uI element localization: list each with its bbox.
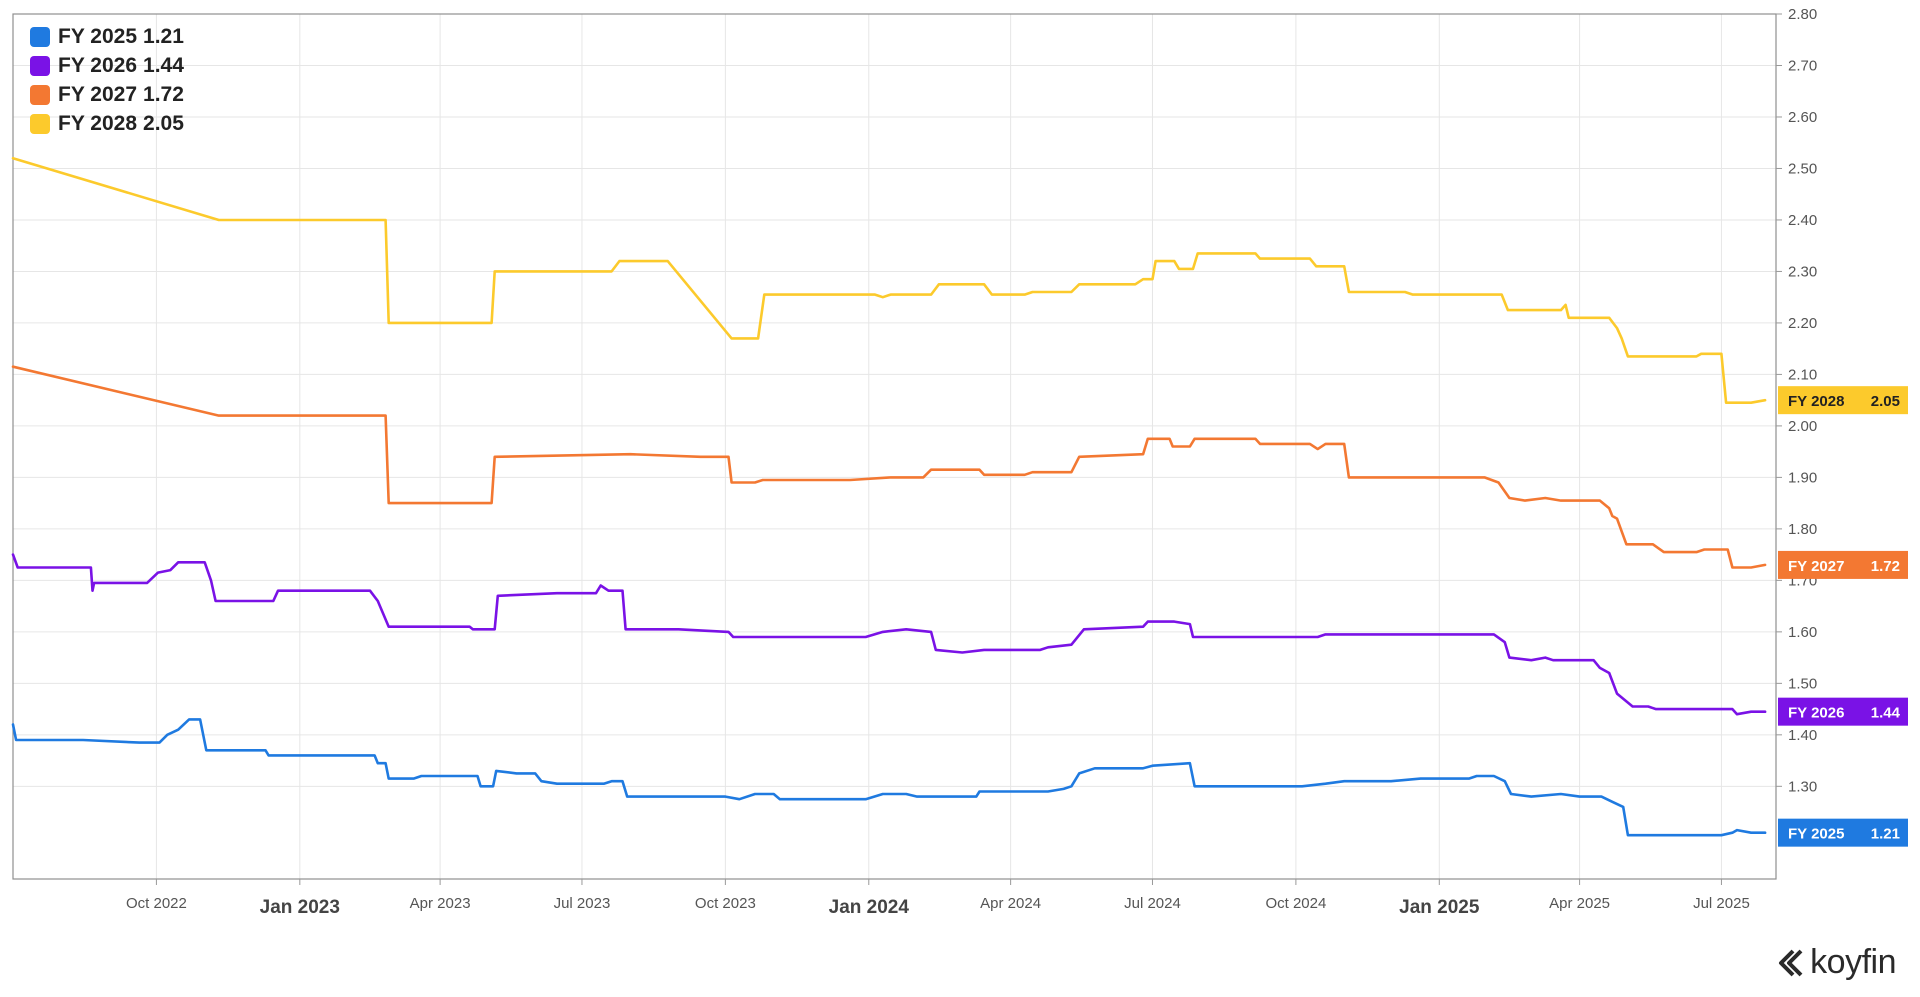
x-tick-label: Jan 2023 xyxy=(260,897,340,918)
y-tick-label: 2.50 xyxy=(1788,160,1817,177)
last-value-tag-bg xyxy=(1778,697,1908,726)
x-tick-label: Jul 2024 xyxy=(1124,895,1181,912)
last-value-tag-value: 1.21 xyxy=(1871,826,1900,843)
x-tick-label: Apr 2024 xyxy=(980,895,1041,912)
y-axis: 1.301.401.501.601.701.801.902.002.102.20… xyxy=(1776,6,1817,795)
legend-series-value: 1.72 xyxy=(143,82,184,106)
last-value-tag-value: 2.05 xyxy=(1871,393,1900,410)
legend-swatch xyxy=(30,84,50,105)
x-axis: Oct 2022 Jan 2023 Apr 2023 Jul 2023 Oct 2023… xyxy=(126,879,1750,918)
gridlines xyxy=(13,13,1776,879)
y-tick-label: 2.00 xyxy=(1788,418,1817,435)
legend-series-name: FY 2027 xyxy=(58,82,138,106)
series-line-fy2028[interactable] xyxy=(11,156,1767,405)
legend-series-name: FY 2026 xyxy=(58,53,138,77)
series-lines xyxy=(11,156,1767,837)
last-value-tag-name: FY 2027 xyxy=(1788,558,1844,575)
chart-legend: FY 2025 1.21 FY 2026 1.44 FY 2027 1.72 FY 2… xyxy=(30,22,184,138)
legend-series-name: FY 2028 xyxy=(58,111,138,135)
legend-swatch xyxy=(30,26,50,47)
last-value-tag-name: FY 2028 xyxy=(1788,393,1844,410)
y-tick-label: 2.60 xyxy=(1788,109,1817,126)
last-value-tag-bg xyxy=(1778,550,1908,579)
last-value-tags: FY 2025 1.21 FY 2026 1.44 FY 2027 1.72 FY 2028… xyxy=(1778,386,1908,847)
legend-item-fy2027[interactable]: FY 2027 1.72 xyxy=(30,80,184,109)
x-tick-label: Jan 2024 xyxy=(829,897,910,918)
legend-item-fy2028[interactable]: FY 2028 2.05 xyxy=(30,109,184,138)
last-value-tag-value: 1.44 xyxy=(1871,705,1901,722)
last-value-tag-bg xyxy=(1778,818,1908,847)
legend-series-name: FY 2025 xyxy=(58,24,138,48)
koyfin-mark-icon xyxy=(1779,949,1803,976)
series-line-fy2025[interactable] xyxy=(11,718,1767,837)
plot-area-frame xyxy=(12,13,1777,880)
legend-swatch xyxy=(30,55,50,76)
legend-series-value: 1.21 xyxy=(143,24,184,48)
x-tick-label: Jan 2025 xyxy=(1399,897,1480,918)
y-tick-label: 2.40 xyxy=(1788,212,1817,229)
x-tick-label: Oct 2024 xyxy=(1265,895,1326,912)
y-tick-label: 2.80 xyxy=(1788,6,1817,23)
y-tick-label: 2.30 xyxy=(1788,263,1817,280)
y-tick-label: 2.70 xyxy=(1788,57,1817,74)
last-value-tag-value: 1.72 xyxy=(1871,558,1900,575)
last-value-tag-bg xyxy=(1778,386,1908,415)
x-tick-label: Oct 2022 xyxy=(126,895,187,912)
series-line-fy2026[interactable] xyxy=(11,553,1767,716)
y-tick-label: 1.80 xyxy=(1788,521,1817,538)
y-tick-label: 1.50 xyxy=(1788,675,1817,692)
last-value-tag-fy2025: FY 2025 1.21 xyxy=(1778,818,1908,847)
legend-series-value: 2.05 xyxy=(143,111,184,135)
x-tick-label: Jul 2025 xyxy=(1693,895,1750,912)
legend-item-fy2025[interactable]: FY 2025 1.21 xyxy=(30,22,184,51)
y-tick-label: 2.10 xyxy=(1788,366,1817,383)
x-tick-label: Oct 2023 xyxy=(695,895,756,912)
legend-swatch xyxy=(30,113,50,134)
y-tick-label: 1.40 xyxy=(1788,727,1817,744)
series-line-fy2027[interactable] xyxy=(11,365,1767,569)
last-value-tag-name: FY 2025 xyxy=(1788,826,1844,843)
last-value-tag-fy2027: FY 2027 1.72 xyxy=(1778,550,1908,579)
last-value-tag-fy2026: FY 2026 1.44 xyxy=(1778,697,1908,726)
x-tick-label: Apr 2023 xyxy=(410,895,471,912)
y-tick-label: 2.20 xyxy=(1788,315,1817,332)
y-tick-label: 1.30 xyxy=(1788,778,1817,795)
y-tick-label: 1.90 xyxy=(1788,469,1817,486)
y-tick-label: 1.60 xyxy=(1788,624,1817,641)
koyfin-logo[interactable]: koyfin xyxy=(1776,943,1896,982)
last-value-tag-name: FY 2026 xyxy=(1788,705,1844,722)
legend-series-value: 1.44 xyxy=(143,53,184,77)
x-tick-label: Jul 2023 xyxy=(554,895,611,912)
x-tick-label: Apr 2025 xyxy=(1549,895,1610,912)
legend-item-fy2026[interactable]: FY 2026 1.44 xyxy=(30,51,184,80)
last-value-tag-fy2028: FY 2028 2.05 xyxy=(1778,386,1908,415)
brand-name: koyfin xyxy=(1810,943,1896,981)
